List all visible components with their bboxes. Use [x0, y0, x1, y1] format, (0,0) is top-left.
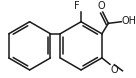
Text: O: O: [110, 65, 118, 75]
Text: O: O: [97, 1, 105, 11]
Text: OH: OH: [122, 16, 136, 26]
Text: F: F: [74, 1, 79, 11]
